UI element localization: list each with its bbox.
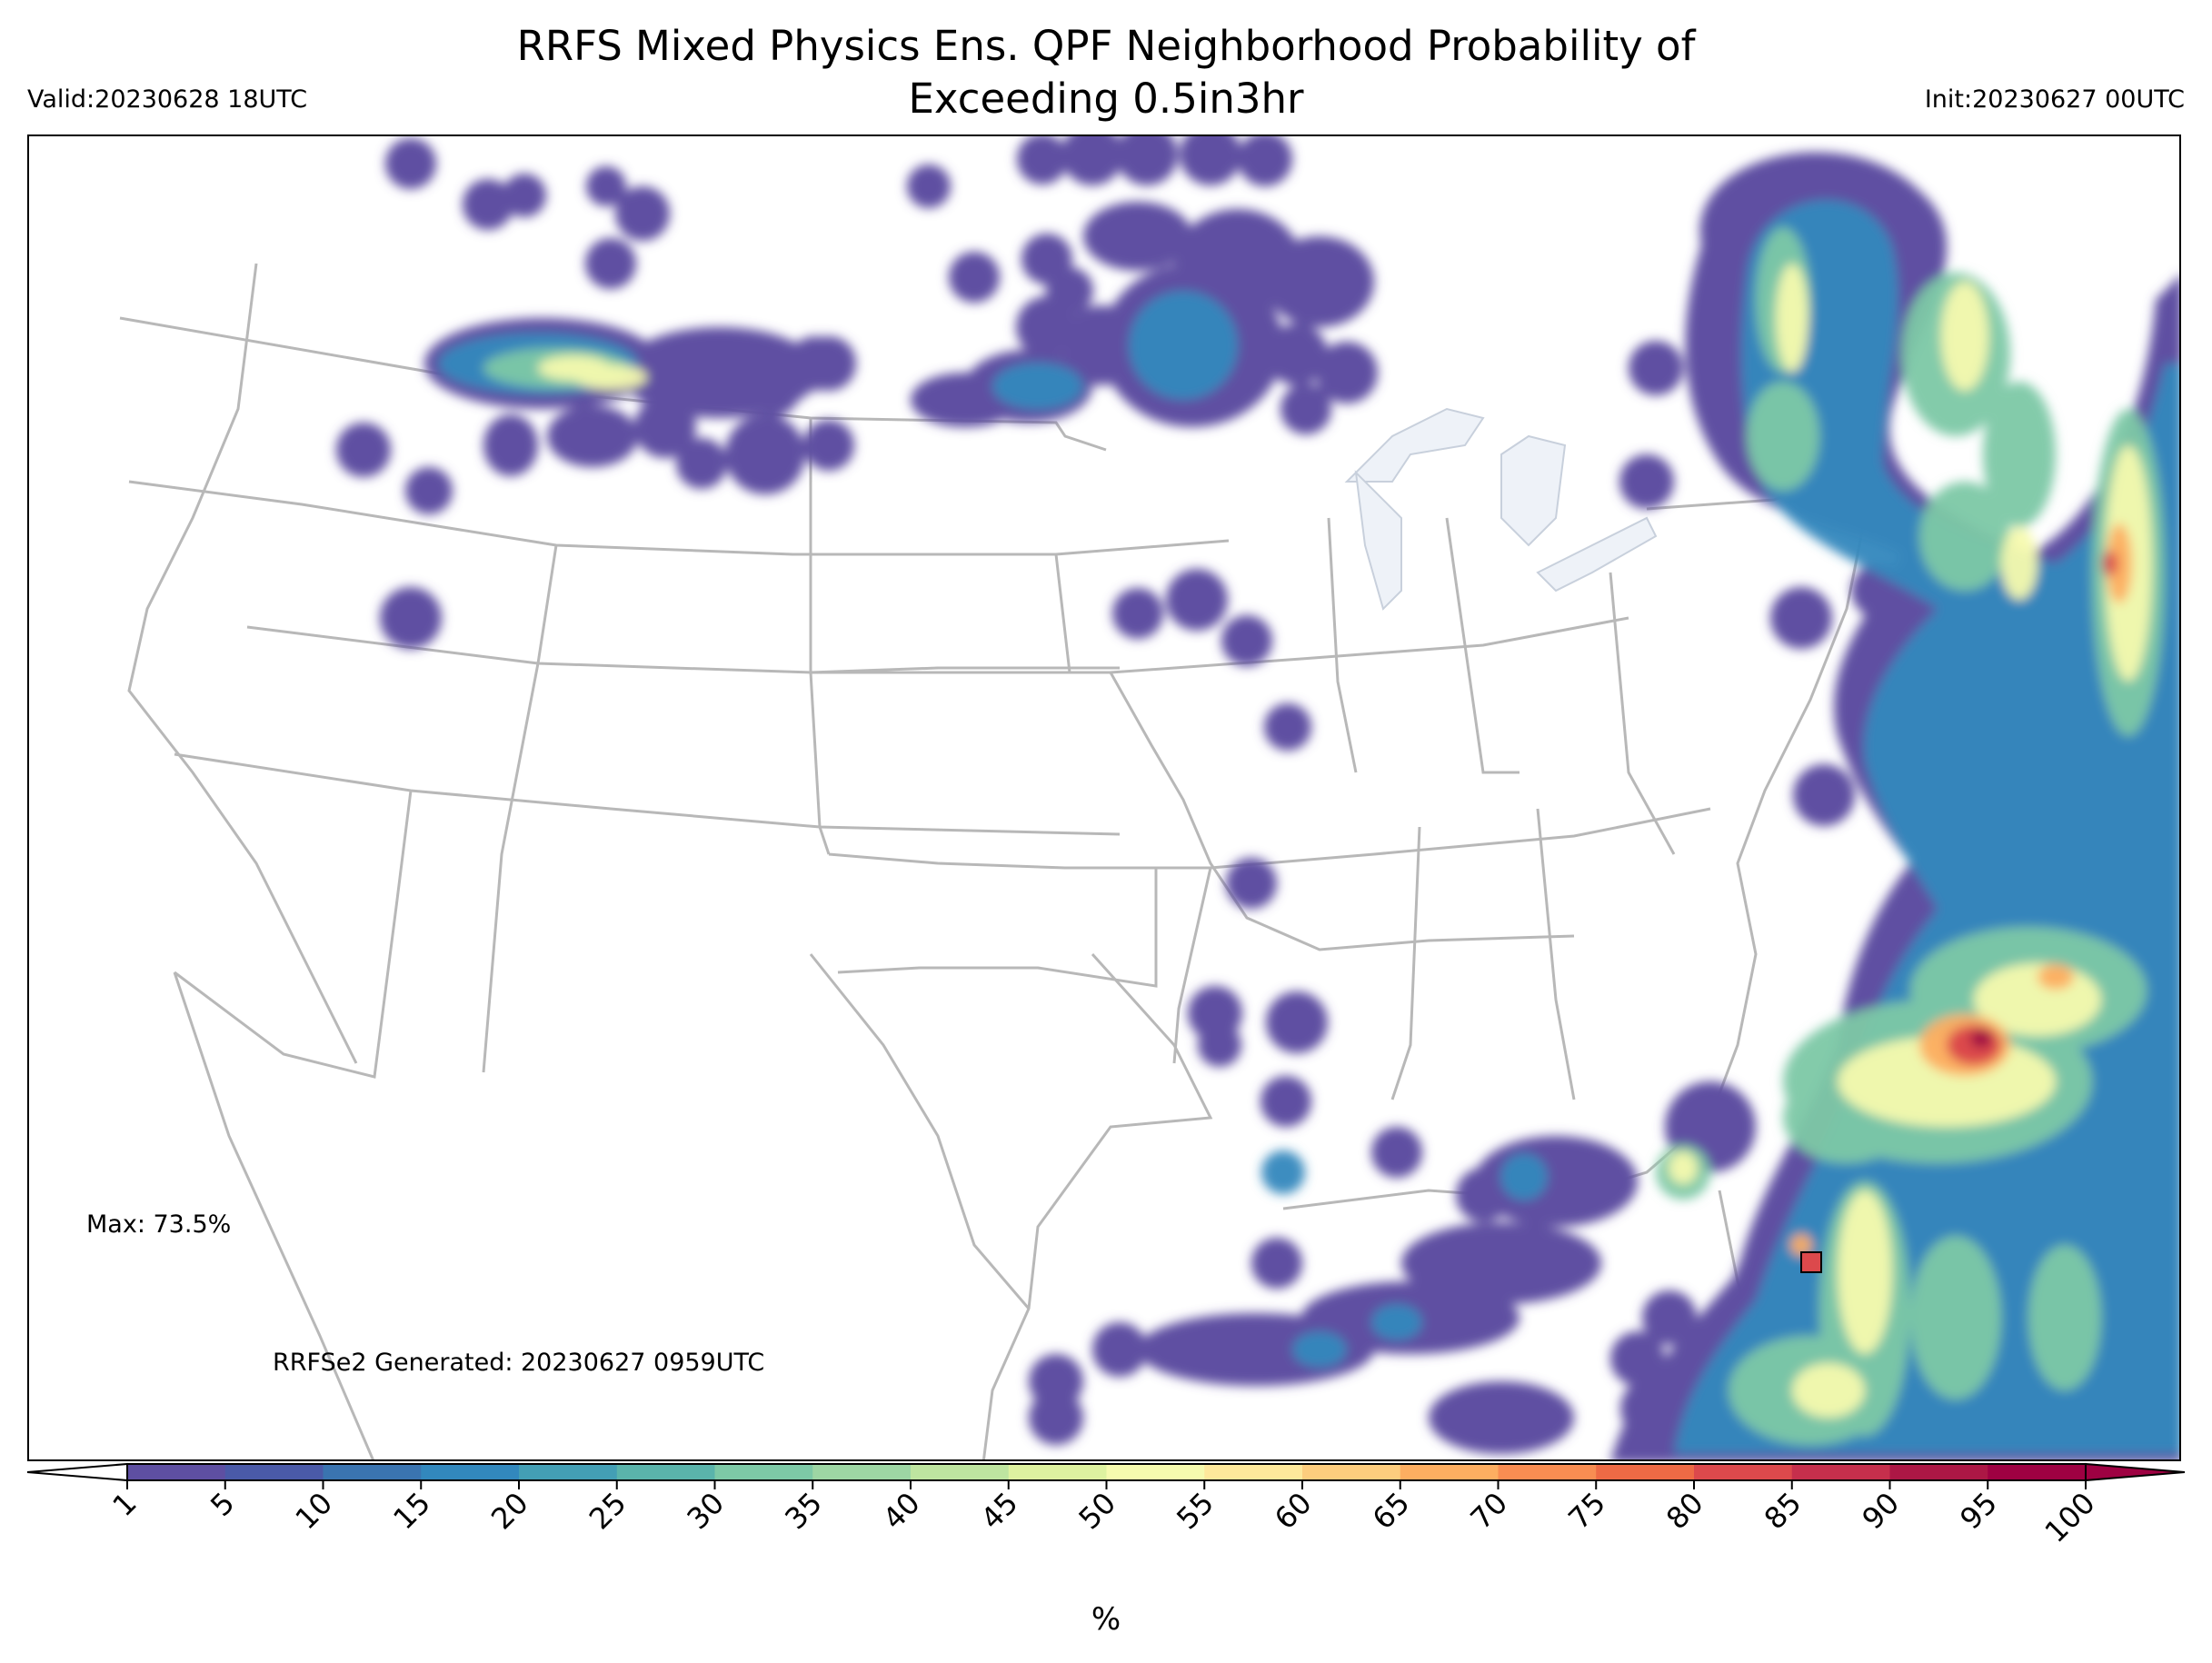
- colorbar-tick-label: 60: [1268, 1486, 1319, 1537]
- colorbar-bin: [127, 1464, 226, 1480]
- colorbar-bin: [1106, 1464, 1205, 1480]
- great-lakes: [1344, 407, 1658, 611]
- colorbar-bin: [911, 1464, 1010, 1480]
- colorbar-tick-label: 25: [583, 1486, 633, 1537]
- colorbar-extend-low: [26, 1462, 128, 1482]
- max-value-label: Max: 73.5%: [86, 1210, 232, 1239]
- colorbar-tick-label: 95: [1953, 1486, 2004, 1537]
- colorbar-bin: [812, 1464, 912, 1480]
- max-location-marker: [1800, 1251, 1822, 1273]
- colorbar-tick-label: 1: [105, 1486, 143, 1523]
- colorbar-bin: [224, 1464, 324, 1480]
- colorbar-tick-label: 100: [2038, 1486, 2102, 1549]
- init-time: Init:20230627 00UTC: [1924, 85, 2185, 114]
- colorbar-bin: [323, 1464, 422, 1480]
- colorbar-tick-label: 20: [484, 1486, 535, 1537]
- colorbar-bin: [519, 1464, 618, 1480]
- colorbar-tick-label: 85: [1758, 1486, 1808, 1537]
- map-panel: Max: 73.5% RRFSe2 Generated: 20230627 09…: [27, 134, 2181, 1461]
- colorbar-tick-label: 80: [1659, 1486, 1710, 1537]
- colorbar-bin: [714, 1464, 813, 1480]
- colorbar-tick-label: 70: [1463, 1486, 1514, 1537]
- colorbar-bin: [1498, 1464, 1597, 1480]
- title-line-1: RRFS Mixed Physics Ens. QPF Neighborhood…: [516, 22, 1696, 70]
- colorbar-tick-label: 65: [1366, 1486, 1417, 1537]
- colorbar-blocks: [127, 1464, 2087, 1480]
- colorbar-tick-label: 45: [974, 1486, 1025, 1537]
- colorbar-tick-label: 55: [1170, 1486, 1221, 1537]
- colorbar-tick-label: 35: [778, 1486, 829, 1537]
- colorbar-bin: [421, 1464, 520, 1480]
- colorbar-tick-label: 30: [680, 1486, 731, 1537]
- colorbar: 1 5 10 15 20 25 30 35 40 45 50 55 60 65 70 75 80 85 90 95 10…: [26, 1462, 2186, 1549]
- colorbar-tick-label: 90: [1855, 1486, 1906, 1537]
- colorbar-extend-high: [2085, 1462, 2186, 1482]
- colorbar-bin: [616, 1464, 715, 1480]
- generated-timestamp: RRFSe2 Generated: 20230627 0959UTC: [273, 1349, 765, 1377]
- colorbar-tick-label: 15: [386, 1486, 437, 1537]
- colorbar-tick-label: 10: [288, 1486, 339, 1537]
- colorbar-bin: [1596, 1464, 1695, 1480]
- map-canvas: [119, 136, 2179, 1459]
- state-borders: [119, 263, 1875, 1459]
- colorbar-ticks: 1 5 10 15 20 25 30 35 40 45 50 55 60 65 70 75 80 85 90 95 10…: [105, 1480, 2102, 1549]
- colorbar-bin: [1694, 1464, 1793, 1480]
- colorbar-bin: [1302, 1464, 1401, 1480]
- colorbar-tick-label: 5: [204, 1486, 241, 1523]
- valid-time: Valid:20230628 18UTC: [27, 85, 308, 114]
- colorbar-bin: [1400, 1464, 1499, 1480]
- precip-tier-7: [1970, 1030, 1992, 1048]
- chart-title: RRFS Mixed Physics Ens. QPF Neighborhood…: [0, 20, 2212, 125]
- colorbar-bin: [1791, 1464, 1890, 1480]
- precip-probability-field: [336, 136, 2179, 1459]
- colorbar-bin: [1204, 1464, 1303, 1480]
- colorbar-tick-label: 50: [1071, 1486, 1122, 1537]
- colorbar-bin: [1988, 1464, 2087, 1480]
- colorbar-bin: [1889, 1464, 1988, 1480]
- colorbar-bin: [1008, 1464, 1107, 1480]
- colorbar-unit: %: [1091, 1601, 1121, 1638]
- colorbar-tick-label: 40: [876, 1486, 927, 1537]
- colorbar-tick-label: 75: [1561, 1486, 1612, 1537]
- precip-tier-2: [438, 199, 2179, 1454]
- title-line-2: Exceeding 0.5in3hr: [908, 75, 1304, 123]
